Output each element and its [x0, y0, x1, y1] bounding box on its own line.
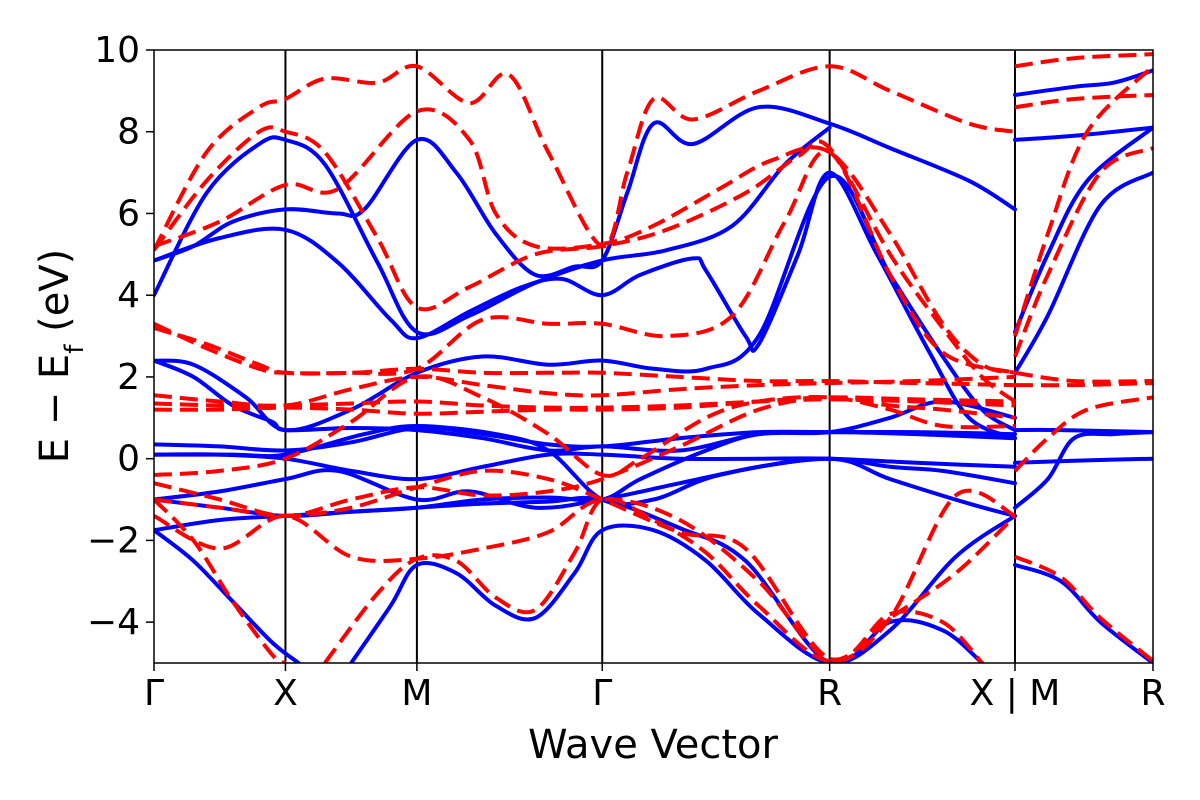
x-tick-label: Γ	[144, 673, 164, 714]
x-tick-label: M	[401, 673, 432, 714]
x-tick-label: Γ	[592, 673, 612, 714]
band-dashed-31	[154, 468, 984, 663]
band-dashed-36	[1013, 146, 1153, 358]
band-dashed-37	[1014, 52, 1153, 69]
plot-frame	[153, 49, 1154, 664]
y-tick-label: 2	[117, 357, 140, 398]
y-axis: −4 −2 0 2 4 6 8 10	[87, 30, 154, 643]
y-tick-label: −2	[87, 520, 140, 561]
x-tick-label: X | M	[970, 673, 1061, 714]
band-dashed-42	[1014, 554, 1153, 663]
band-dashed-38	[1014, 93, 1153, 110]
bands-group	[154, 52, 1153, 663]
band-solid-4	[154, 173, 1017, 433]
x-axis: Γ X M Γ R X | M R	[144, 663, 1166, 714]
band-solid-14	[1013, 170, 1153, 375]
band-dashed-40	[1014, 381, 1153, 388]
x-tick-label: R	[1140, 673, 1165, 714]
band-solid-15	[1013, 68, 1153, 97]
x-axis-label: Wave Vector	[528, 722, 779, 768]
band-solid-19	[1013, 430, 1153, 510]
y-tick-label: 8	[117, 112, 140, 153]
band-dashed-23	[154, 63, 1016, 252]
band-solid-7	[154, 456, 1017, 510]
band-dashed-21	[154, 125, 1017, 404]
band-dashed-29	[154, 374, 1016, 478]
x-tick-label: X	[273, 673, 298, 714]
y-tick-label: 10	[94, 30, 140, 71]
band-dashed-22	[154, 107, 1016, 375]
band-dashed-41	[1013, 395, 1153, 473]
band-dashed-32	[154, 498, 287, 663]
band-dashed-39	[1014, 370, 1153, 384]
band-solid-1	[154, 170, 1017, 441]
band-solid-2	[154, 104, 1017, 279]
band-solid-20	[1013, 562, 1153, 663]
y-tick-label: 0	[117, 439, 140, 480]
band-solid-11	[349, 513, 1017, 663]
high-symmetry-lines	[284, 50, 1016, 663]
y-tick-label: 6	[117, 193, 140, 234]
y-axis-label: E − Ef (eV)	[32, 249, 90, 464]
band-dashed-34	[154, 497, 1017, 662]
band-dashed-25	[154, 325, 1016, 388]
x-tick-label: R	[817, 673, 842, 714]
band-solid-10	[154, 528, 301, 663]
y-tick-label: −4	[87, 602, 140, 643]
band-solid-16	[1013, 125, 1153, 142]
band-solid-18	[1013, 456, 1153, 465]
y-tick-label: 4	[117, 275, 140, 316]
